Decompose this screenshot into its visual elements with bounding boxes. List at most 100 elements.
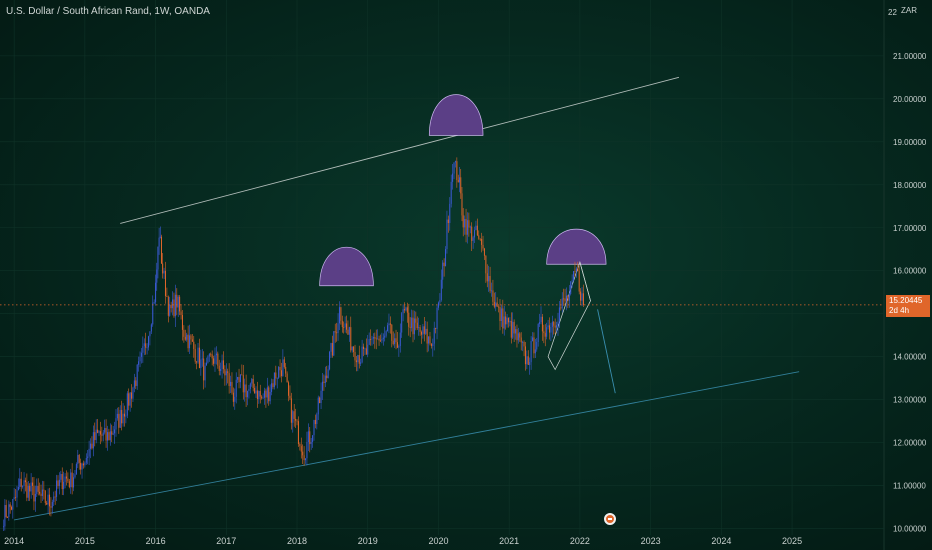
candle-body [571,280,573,282]
candle-body [412,317,414,335]
candle-body [234,396,236,402]
candle-body [570,281,572,295]
candle-body [507,317,509,323]
candle-body [190,335,192,340]
candle-body [533,337,535,354]
candle-body [258,390,260,400]
candle-body [556,325,558,328]
candle-body [247,391,249,398]
x-tick-label: 2018 [287,536,307,546]
candle-body [215,353,217,356]
symbol-title[interactable]: U.S. Dollar / South African Rand, 1W, OA… [6,6,210,17]
candle-body [65,476,67,479]
candle-body [297,421,299,444]
candle-body [19,478,21,487]
candle-body [309,431,311,445]
candle-body [140,352,142,357]
candle-body [288,382,290,396]
candle-body [204,365,206,381]
candle-body [276,377,278,379]
candle-body [157,246,159,270]
candle-body [54,496,56,498]
candle-body [272,383,274,388]
candle-body [122,413,124,424]
candle-body [398,345,400,348]
drawing-layer[interactable] [14,76,800,521]
candle-body [17,486,19,491]
candle-body [99,431,101,435]
candle-body [317,397,319,415]
candle-body [7,516,9,518]
candle-body [108,432,110,441]
candle-body [84,462,86,466]
candle-body [374,337,376,339]
candle-body [138,361,140,365]
candle-body [488,276,490,282]
candle-body [163,270,165,274]
candle-body [460,177,462,194]
candle-body [461,193,463,216]
candle-body [416,322,418,328]
candle-body [200,359,202,369]
candle-body [184,336,186,340]
candle-body [426,328,428,344]
channel-cross [579,262,591,301]
candle-body [166,296,168,297]
candle-body [419,327,421,332]
candle-body [428,336,430,344]
candle-body [53,496,55,502]
candle-body [75,464,77,475]
candle-body [500,308,502,322]
currency-unit-label[interactable]: ZAR [901,6,917,15]
candle-body [82,463,84,466]
candle-body [503,316,505,329]
candle-body [307,431,309,443]
candle-body [319,397,321,404]
last-price-badge: 15.20445 2d 4h [886,295,930,317]
candle-body [36,485,38,494]
candle-body [119,409,121,428]
candle-body [334,331,336,333]
candle-body [207,356,209,363]
grid [0,0,884,535]
economic-event-icon[interactable] [604,513,616,525]
candle-body [486,273,488,282]
candle-body [524,346,526,365]
candle-body [391,324,393,341]
candle-body [392,340,394,345]
candle-body [162,263,164,274]
candle-body [575,268,577,272]
candle-body [432,343,434,347]
candle-body [41,489,43,496]
candle-body [395,338,397,343]
candle-body [506,317,508,325]
candle-body [385,331,387,336]
candle-body [271,383,273,392]
candle-body [114,429,116,434]
candle-body [239,374,241,383]
candle-body [273,372,275,388]
time-axis[interactable]: 2014 2015 2016 2017 2018 2019 2020 2021 2022 2023… [4,536,802,546]
candle-body [136,364,138,386]
candle-body [131,392,133,399]
candle-body [505,316,507,325]
candle-body [333,331,335,356]
candle-body [201,358,203,360]
candle-body [159,236,161,238]
candle-body [16,490,18,498]
candle-body [4,505,6,527]
candle-body [242,375,244,393]
candle-body [365,348,367,355]
candle-body [205,362,208,366]
bar-countdown: 2d 4h [889,306,910,315]
candle-body [299,443,301,447]
candle-body [102,432,104,436]
candle-body [509,320,511,323]
candle-body [527,356,529,365]
candle-body [450,181,452,204]
candle-body [578,271,580,292]
candle-body [179,296,181,312]
candle-body [468,220,470,228]
candle-body [167,296,169,316]
